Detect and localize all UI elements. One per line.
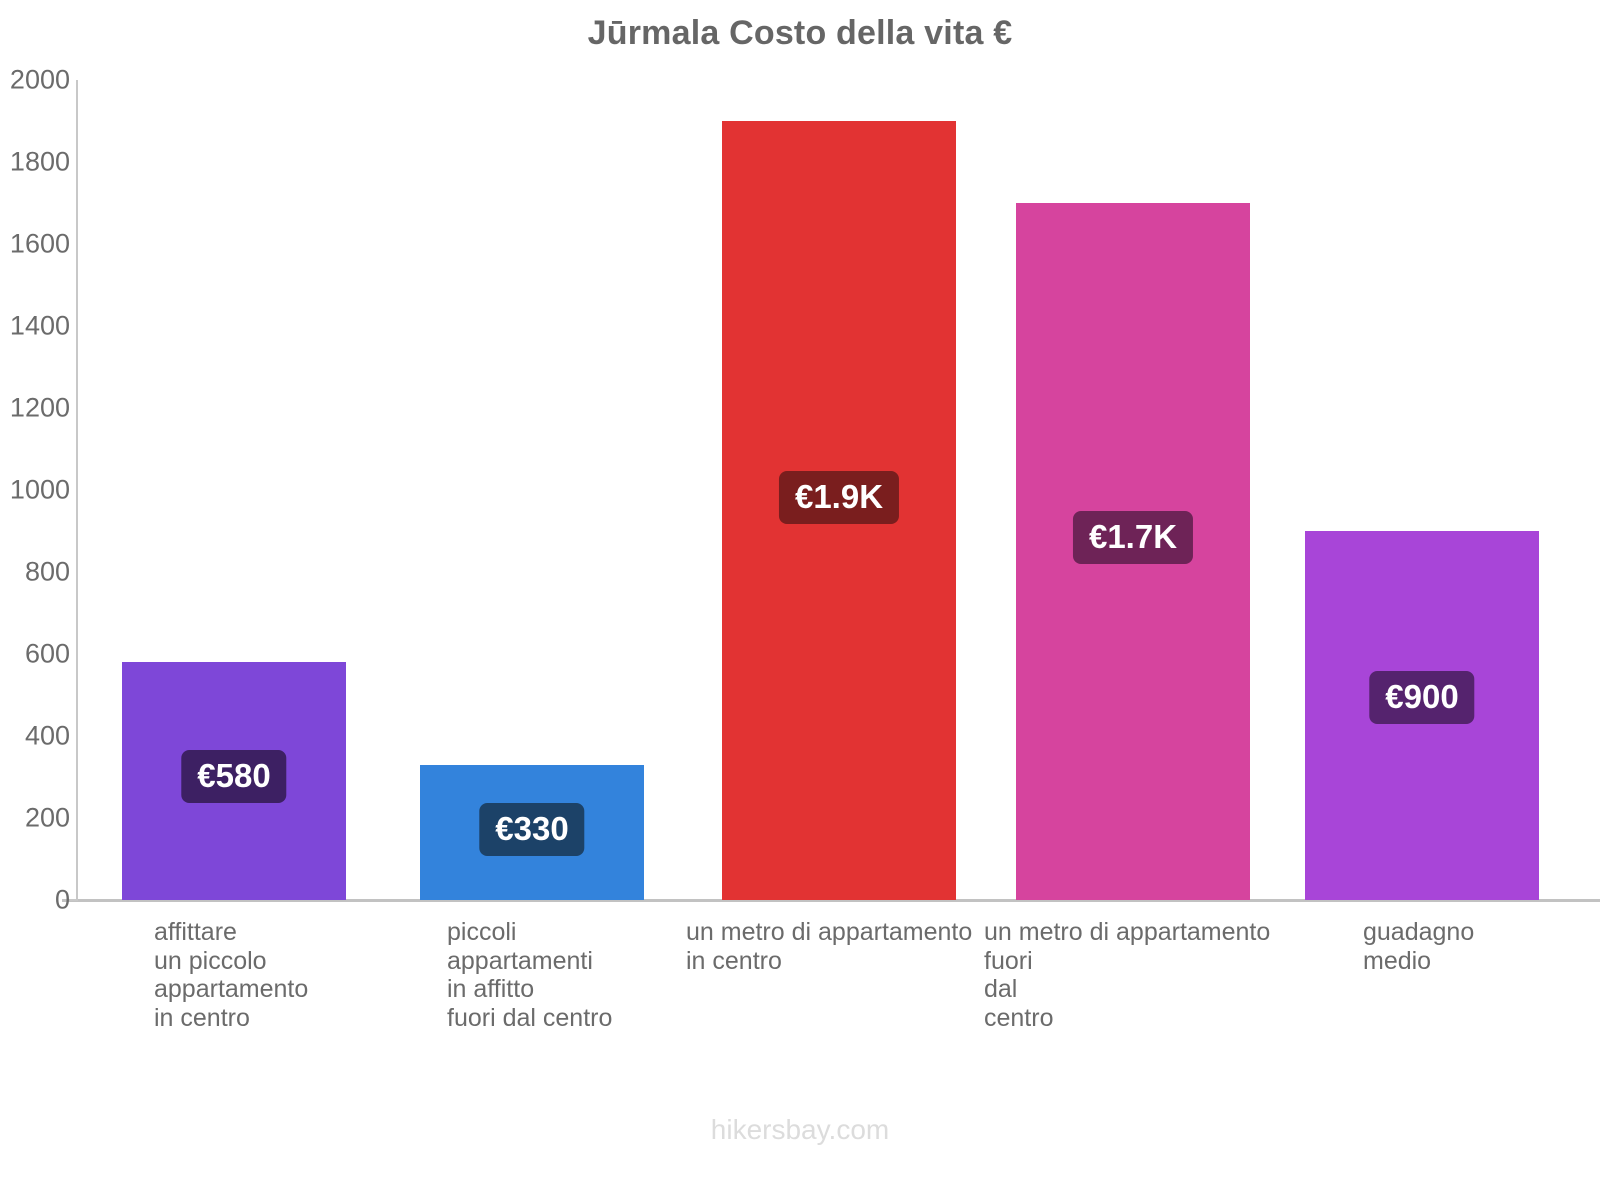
- y-tick-label: 200: [24, 802, 70, 833]
- bar[interactable]: €330: [420, 764, 644, 900]
- bar[interactable]: €1.7K: [1016, 203, 1250, 900]
- page-title: Jūrmala Costo della vita €: [587, 14, 1013, 52]
- x-category-label: guadagno medio: [1363, 918, 1475, 975]
- bar-value-label: €900: [1369, 671, 1475, 724]
- bar[interactable]: €1.9K: [722, 121, 956, 900]
- y-tick-label: 1200: [9, 392, 70, 423]
- bar[interactable]: €580: [122, 662, 346, 900]
- y-tick-label: 1800: [9, 146, 70, 177]
- x-axis-line: [62, 899, 1600, 902]
- x-category-label: un metro di appartamento fuori dal centr…: [984, 918, 1271, 1032]
- x-category-label: un metro di appartamento in centro: [686, 918, 973, 975]
- bar[interactable]: €900: [1305, 531, 1539, 900]
- y-axis-line: [76, 80, 78, 900]
- bar-value-label: €1.9K: [778, 471, 900, 524]
- y-tick-label: 1400: [9, 310, 70, 341]
- y-tick-label: 400: [24, 720, 70, 751]
- bar-series: €580 €330 €1.9K €1.7K €900: [122, 121, 1539, 900]
- y-tick-mark: [70, 899, 78, 901]
- x-category-label: piccoli appartamenti in affitto fuori da…: [447, 918, 613, 1032]
- bar-value-label: €580: [181, 750, 287, 804]
- y-tick-label: 0: [54, 884, 70, 915]
- y-axis-tick-labels: 0 200 400 600 800 1000 1200 1400 1600 1800 2000: [0, 0, 78, 915]
- bar-value-label: €1.7K: [1072, 511, 1194, 564]
- bar-value-label: €330: [479, 802, 585, 856]
- y-tick-label: 2000: [9, 64, 70, 95]
- y-tick-label: 600: [24, 638, 70, 669]
- y-tick-label: 1600: [9, 228, 70, 259]
- y-tick-label: 800: [24, 556, 70, 587]
- footer-credit: hikersbay.com: [710, 1114, 890, 1145]
- x-axis-category-labels: affittare un piccolo appartamento in cen…: [0, 918, 1600, 1098]
- x-category-label: affittare un piccolo appartamento in cen…: [154, 918, 309, 1032]
- y-tick-label: 1000: [9, 474, 70, 505]
